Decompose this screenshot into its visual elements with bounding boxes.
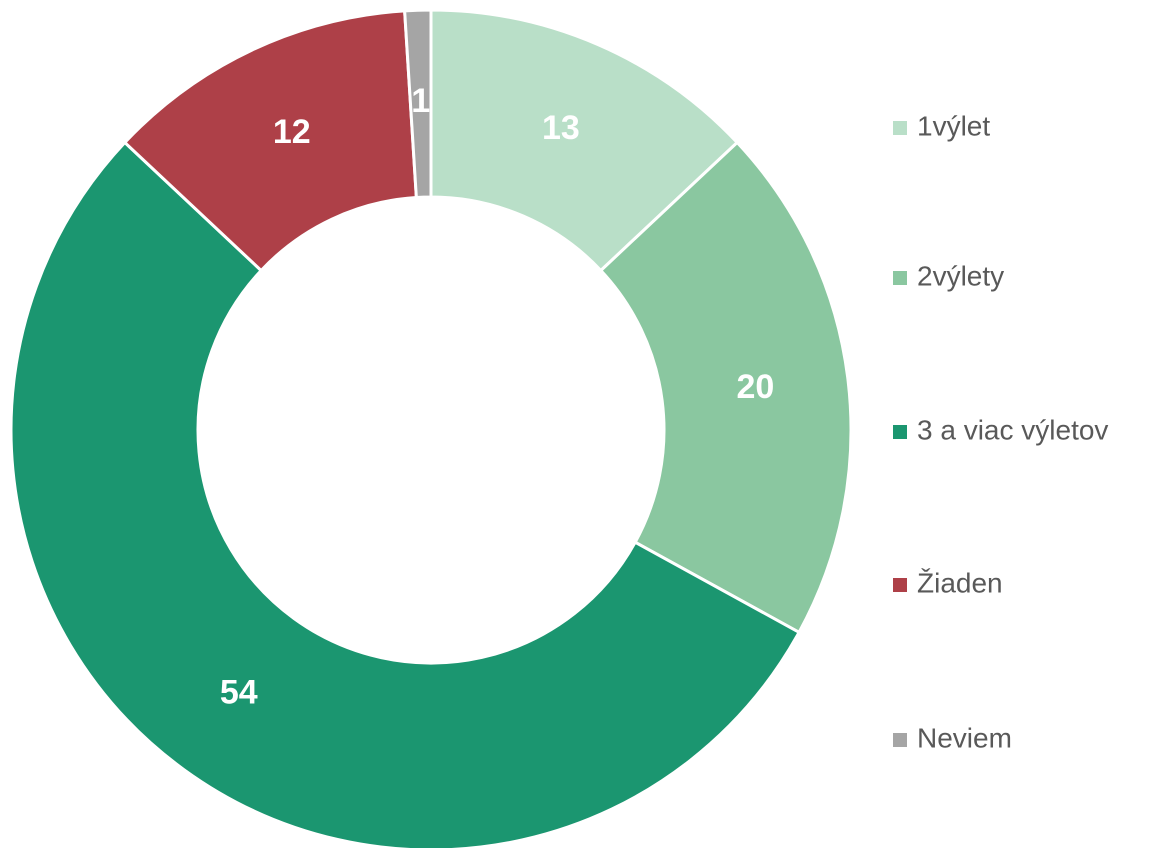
legend-label: 1výlet	[917, 110, 990, 141]
legend-swatch	[893, 121, 907, 135]
legend-label: Žiaden	[917, 567, 1003, 598]
data-label: 13	[542, 109, 580, 147]
slice	[9, 140, 802, 848]
legend-swatch	[893, 578, 907, 592]
legend-swatch	[893, 271, 907, 285]
legend-label: Neviem	[917, 722, 1012, 753]
slice	[403, 8, 433, 200]
data-label: 54	[220, 674, 258, 712]
data-label: 20	[737, 368, 775, 406]
legend-swatch	[893, 425, 907, 439]
legend-label: 2výlety	[917, 260, 1004, 291]
slice	[598, 140, 853, 635]
slice	[429, 8, 740, 273]
data-label: 12	[273, 113, 311, 151]
data-label: 1	[411, 82, 430, 120]
legend-label: 3 a viac výletov	[917, 414, 1108, 445]
legend-swatch	[893, 733, 907, 747]
slice	[122, 9, 418, 273]
